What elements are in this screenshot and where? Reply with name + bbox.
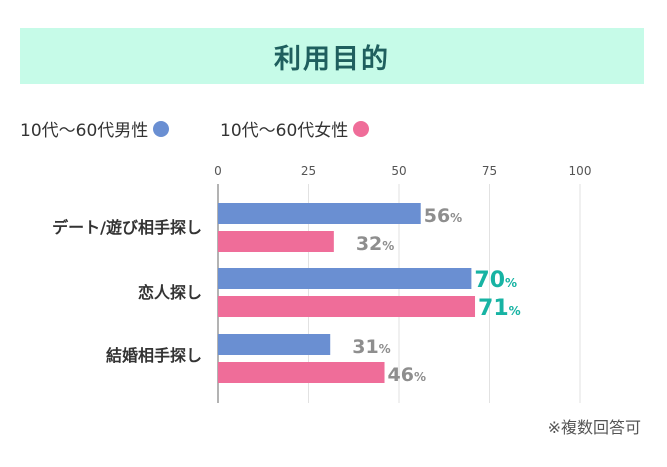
category-label: デート/遊び相手探し [52,218,202,237]
data-label: 56% [424,205,462,227]
bar [218,203,421,224]
legend-item-female: 10代〜60代女性 [220,116,370,141]
footnote: ※複数回答可 [547,418,641,437]
x-tick-label: 50 [391,164,406,178]
data-label: 31% [352,336,390,358]
data-label: 70% [474,268,517,293]
x-tick-label: 0 [214,164,222,178]
legend-swatch-female [353,120,370,137]
data-label: 46% [388,364,426,386]
legend-item-male: 10代〜60代男性 [20,116,170,141]
category-label: 結婚相手探し [106,346,202,365]
bar [218,362,385,383]
x-tick-label: 75 [482,164,497,178]
data-label: 32% [356,233,394,255]
chart-title: 利用目的 [274,43,390,75]
legend-label-female: 10代〜60代女性 [220,121,349,141]
chart-title-bar: 利用目的 [20,28,644,84]
category-label: 恋人探し [138,283,202,302]
data-label: 71% [478,296,521,321]
bar [218,268,472,289]
bar [218,334,331,355]
bar [218,231,334,252]
legend-swatch-male [153,120,170,137]
x-tick-label: 25 [301,164,316,178]
legend-label-male: 10代〜60代男性 [20,121,149,141]
x-tick-label: 100 [569,164,592,178]
bar [218,296,476,317]
